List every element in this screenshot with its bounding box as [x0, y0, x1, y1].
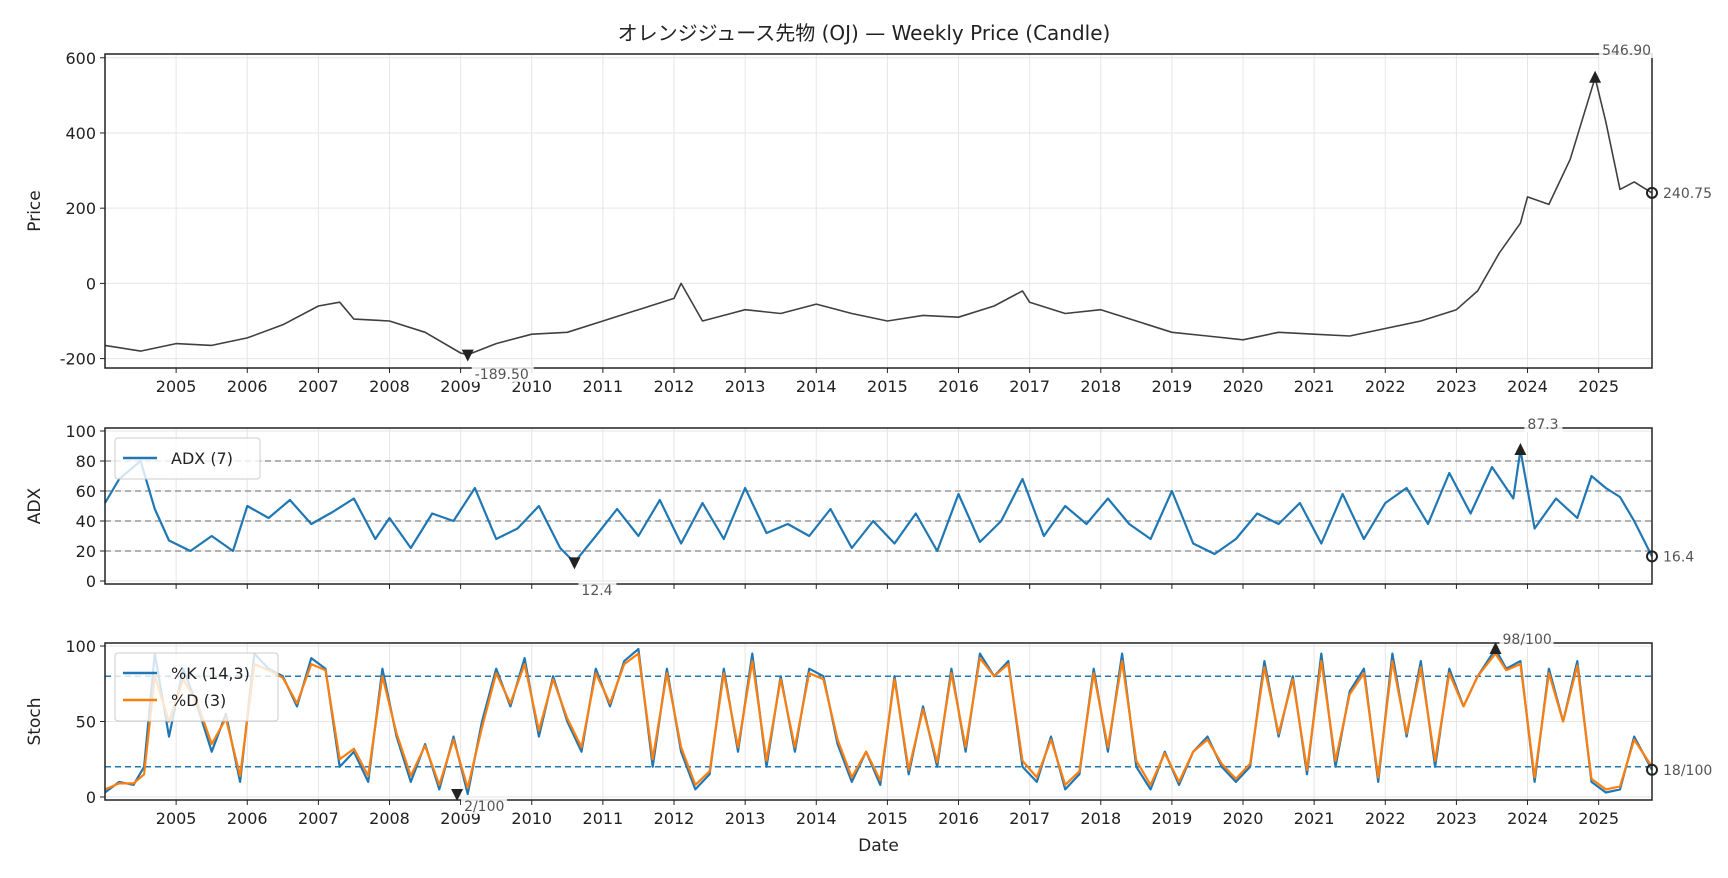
y-tick-label: 0: [86, 274, 96, 293]
x-tick-label: 2017: [1009, 377, 1050, 396]
legend-box: [114, 437, 261, 480]
x-tick-label: 2022: [1365, 377, 1406, 396]
x-tick-label: 2016: [938, 809, 979, 828]
x-tick-label: 2005: [156, 809, 197, 828]
last-value-marker-icon: [1646, 186, 1658, 199]
series-line-adx-7-: [104, 449, 1653, 564]
legend-label: ADX (7): [171, 449, 233, 468]
y-tick-label: 0: [86, 788, 96, 807]
x-tick-label: 2010: [511, 809, 552, 828]
min-marker-icon: [461, 349, 474, 362]
x-tick-label: 2018: [1080, 809, 1121, 828]
y-tick-label: 40: [76, 512, 96, 531]
annotation-bg: [1599, 42, 1654, 58]
annotation-bg: [578, 582, 617, 598]
last-value-marker-icon: [1646, 550, 1658, 563]
last-value-annotation: 240.75: [1663, 186, 1712, 202]
x-tick-label: 2023: [1436, 809, 1477, 828]
x-tick-label: 2006: [227, 377, 268, 396]
last-value-annotation: 16.4: [1663, 549, 1694, 565]
min-annotation: 2/100: [464, 799, 504, 815]
x-tick-label: 2007: [298, 377, 339, 396]
chart-title: オレンジジュース先物 (OJ) — Weekly Price (Candle): [618, 21, 1111, 45]
x-tick-label: 2011: [583, 809, 624, 828]
x-tick-label: 2020: [1223, 377, 1264, 396]
y-axis-label: ADX: [25, 487, 45, 524]
x-tick-label: 2013: [725, 809, 766, 828]
y-tick-label: 100: [65, 637, 96, 656]
x-tick-label: 2018: [1080, 377, 1121, 396]
legend-label: %K (14,3): [171, 664, 250, 683]
x-tick-label: 2013: [725, 377, 766, 396]
x-tick-label: 2017: [1009, 809, 1050, 828]
y-tick-label: 400: [65, 124, 96, 143]
min-marker-icon: [568, 557, 581, 570]
x-tick-label: 2021: [1294, 377, 1335, 396]
x-tick-label: 2015: [867, 809, 908, 828]
x-axis-label: Date: [858, 836, 899, 856]
y-tick-label: 100: [65, 422, 96, 441]
y-tick-label: 80: [76, 452, 96, 471]
x-tick-label: 2019: [1152, 809, 1193, 828]
last-value-annotation: 18/100: [1663, 763, 1712, 779]
series-line-oj: [104, 76, 1653, 356]
y-tick-label: 60: [76, 482, 96, 501]
x-tick-label: 2014: [796, 809, 837, 828]
y-tick-label: 20: [76, 542, 96, 561]
max-marker-icon: [1514, 443, 1527, 456]
annotation-bg: [471, 366, 534, 382]
x-tick-label: 2025: [1578, 809, 1619, 828]
y-axis-label: Stoch: [25, 698, 45, 746]
legend-box: [114, 652, 279, 722]
x-tick-label: 2021: [1294, 809, 1335, 828]
x-tick-label: 2023: [1436, 377, 1477, 396]
x-tick-label: 2009: [440, 377, 481, 396]
x-tick-label: 2005: [156, 377, 197, 396]
x-tick-label: 2007: [298, 809, 339, 828]
x-tick-label: 2020: [1223, 809, 1264, 828]
x-tick-label: 2019: [1152, 377, 1193, 396]
series-line--d-3-: [104, 652, 1653, 791]
x-tick-label: 2015: [867, 377, 908, 396]
x-tick-label: 2022: [1365, 809, 1406, 828]
legend-label: %D (3): [171, 691, 226, 710]
max-annotation: 546.90: [1602, 43, 1651, 59]
adx-panel: 0 20 40 60 80 100 ADX 87.3 12.4 16.4 ADX (7): [25, 416, 1694, 599]
min-annotation: 12.4: [581, 583, 612, 599]
x-tick-label: 2012: [654, 809, 695, 828]
max-annotation: 87.3: [1527, 417, 1558, 433]
axes-frame: [104, 53, 1653, 369]
x-tick-label: 2025: [1578, 377, 1619, 396]
max-annotation: 98/100: [1503, 632, 1552, 648]
max-marker-icon: [1489, 642, 1502, 655]
y-axis-label: Price: [25, 190, 45, 231]
x-tick-label: 2016: [938, 377, 979, 396]
min-marker-icon: [451, 788, 464, 801]
y-tick-label: 200: [65, 199, 96, 218]
x-tick-label: 2014: [796, 377, 837, 396]
annotation-bg: [461, 798, 508, 814]
y-tick-label: 600: [65, 49, 96, 68]
x-tick-label: 2008: [369, 377, 410, 396]
x-tick-label: 2024: [1507, 377, 1548, 396]
min-annotation: -189.50: [475, 367, 529, 383]
last-value-marker-icon: [1646, 763, 1658, 776]
max-marker-icon: [1589, 70, 1602, 83]
x-tick-label: 2024: [1507, 809, 1548, 828]
x-tick-label: 2006: [227, 809, 268, 828]
annotation-bg: [1499, 631, 1554, 647]
y-tick-label: 50: [76, 713, 96, 732]
x-tick-label: 2008: [369, 809, 410, 828]
axes-frame: [104, 427, 1653, 585]
x-tick-label: 2012: [654, 377, 695, 396]
y-tick-label: 0: [86, 572, 96, 591]
x-tick-label: 2011: [583, 377, 624, 396]
annotation-bg: [1524, 416, 1563, 432]
y-tick-label: -200: [60, 350, 96, 369]
